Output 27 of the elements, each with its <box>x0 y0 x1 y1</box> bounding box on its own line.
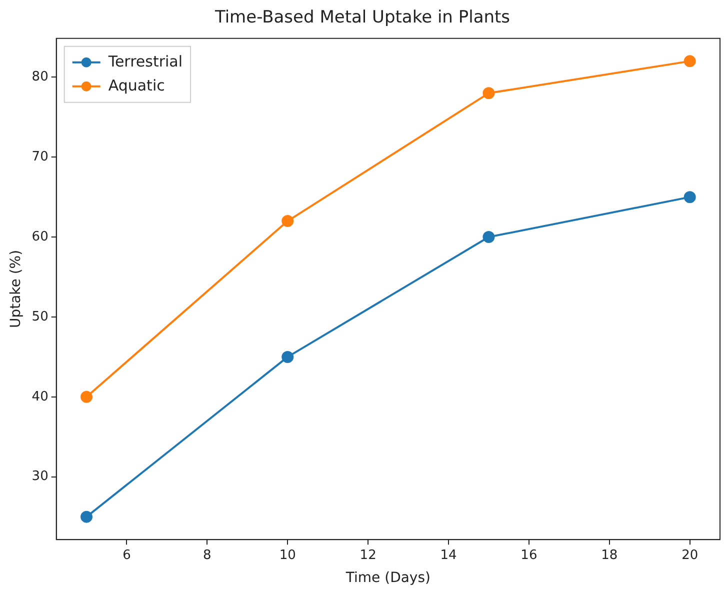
x-tick-label: 18 <box>601 548 618 563</box>
x-tick-label: 8 <box>203 548 212 563</box>
x-tick-label: 16 <box>520 548 538 563</box>
point <box>684 191 696 204</box>
point <box>80 390 93 403</box>
legend-label: Aquatic <box>108 76 165 94</box>
y-axis-title: Uptake (%) <box>8 250 24 328</box>
y-tick-label: 70 <box>32 149 48 164</box>
y-tick-label: 40 <box>32 389 48 404</box>
point <box>80 510 93 523</box>
point <box>482 231 495 244</box>
point <box>684 55 696 68</box>
legend-label: Terrestrial <box>107 52 183 70</box>
x-tick-label: 12 <box>360 548 376 563</box>
y-tick-label: 50 <box>32 309 48 324</box>
chart-title: Time-Based Metal Uptake in Plants <box>214 8 510 28</box>
x-tick-label: 14 <box>440 548 457 563</box>
point <box>482 87 495 100</box>
x-tick-label: 10 <box>279 548 296 563</box>
x-tick-label: 6 <box>122 548 131 563</box>
x-tick-label: 20 <box>682 548 698 563</box>
y-tick-label: 30 <box>32 469 48 484</box>
y-tick-label: 80 <box>32 70 48 85</box>
point <box>282 215 294 228</box>
x-axis-title: Time (Days) <box>344 570 430 586</box>
y-tick-label: 60 <box>32 229 48 244</box>
point <box>282 350 294 363</box>
